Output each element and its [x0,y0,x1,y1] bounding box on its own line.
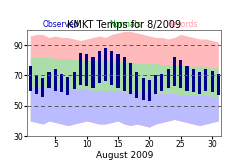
Bar [135,72,138,98]
Bar [209,71,213,92]
Bar [197,72,200,94]
Bar [141,79,144,100]
Text: Normals: Normals [108,20,140,29]
Title: KMKT Temps for 8/2009: KMKT Temps for 8/2009 [67,20,180,30]
Bar [128,63,132,94]
Bar [166,69,169,87]
X-axis label: August 2009: August 2009 [95,151,152,160]
Bar [153,75,157,94]
Bar [97,51,100,83]
Text: Records: Records [166,20,197,29]
Bar [104,48,107,82]
Bar [110,51,113,84]
Bar [35,75,38,94]
Bar [29,66,32,91]
Bar [178,60,182,87]
Bar [85,54,88,86]
Bar [172,57,175,86]
Text: Observed: Observed [43,20,79,29]
Bar [122,57,125,91]
Bar [72,72,75,89]
Bar [203,69,207,91]
Bar [184,66,188,91]
Bar [60,74,63,92]
Bar [116,54,119,87]
Bar [54,69,57,91]
Bar [79,53,82,84]
Bar [147,80,150,101]
Bar [66,77,69,95]
Bar [47,72,50,87]
Bar [216,74,219,95]
Bar [41,79,44,97]
Bar [160,74,163,91]
Bar [91,57,94,87]
Bar [191,69,194,92]
